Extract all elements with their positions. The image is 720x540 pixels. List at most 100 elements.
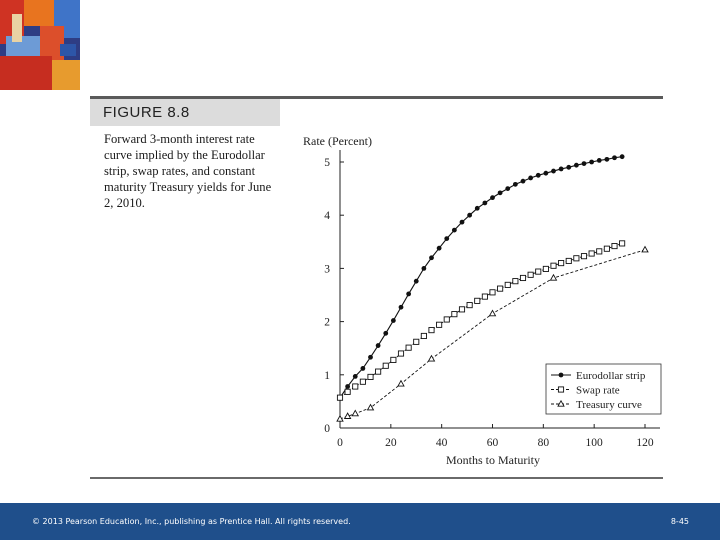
series-eurodollar-strip <box>337 154 625 401</box>
data-point <box>390 356 397 363</box>
y-tick-label: 0 <box>324 423 330 435</box>
data-point <box>466 302 473 309</box>
data-point <box>573 162 579 168</box>
data-point <box>367 373 374 380</box>
data-point <box>420 332 427 340</box>
data-point <box>413 338 420 345</box>
legend-label: Treasury curve <box>576 399 642 411</box>
data-point <box>474 205 480 211</box>
y-tick-label: 4 <box>324 210 330 222</box>
data-point <box>619 240 626 247</box>
data-point <box>588 250 595 257</box>
data-point <box>429 255 434 261</box>
decorative-corner-image <box>0 0 80 90</box>
legend-marker <box>557 386 565 393</box>
data-point <box>382 362 389 369</box>
x-tick-label: 60 <box>487 437 499 449</box>
x-tick-label: 80 <box>538 437 550 449</box>
data-point <box>619 154 625 160</box>
x-axis-ticks: 0 20 40 60 80 100 120 <box>337 424 654 449</box>
data-point <box>612 155 617 161</box>
data-point <box>405 344 412 351</box>
y-axis-ticks: 0 1 2 3 4 5 <box>324 157 344 435</box>
data-point <box>482 200 488 206</box>
series-swap-rate <box>336 240 626 401</box>
data-point <box>481 293 488 300</box>
data-point <box>368 354 373 360</box>
data-point <box>589 159 595 165</box>
data-point <box>566 164 572 170</box>
data-point <box>558 260 565 267</box>
data-point <box>596 158 602 163</box>
data-point <box>542 265 549 272</box>
data-point <box>535 268 542 275</box>
data-point <box>603 245 610 252</box>
data-point <box>427 354 436 362</box>
figure-caption: Forward 3-month interest rate curve impl… <box>104 132 272 210</box>
legend-label: Swap rate <box>576 385 620 397</box>
data-point <box>352 373 358 379</box>
data-point <box>352 383 359 390</box>
data-point <box>474 297 481 304</box>
data-point <box>421 266 427 271</box>
data-point <box>360 366 366 371</box>
data-point <box>458 306 466 313</box>
legend-label: Eurodollar strip <box>576 370 646 382</box>
data-point <box>528 175 534 181</box>
data-point <box>459 219 465 225</box>
data-point <box>351 409 360 417</box>
data-point <box>520 178 526 184</box>
data-point <box>596 248 603 255</box>
x-tick-label: 20 <box>385 437 397 449</box>
figure-label: FIGURE 8.8 <box>103 104 190 121</box>
data-point <box>573 255 580 262</box>
data-point <box>375 343 381 348</box>
data-point <box>406 291 412 297</box>
data-point <box>375 368 382 375</box>
data-point <box>497 190 503 196</box>
y-tick-label: 1 <box>324 370 330 382</box>
data-point <box>397 350 405 357</box>
data-point <box>558 166 564 172</box>
data-point <box>497 285 504 292</box>
data-point <box>488 309 497 317</box>
data-point <box>467 212 473 218</box>
data-point <box>580 253 588 260</box>
data-point <box>490 195 495 201</box>
legend-items: Eurodollar strip Swap rate Treasury curve <box>551 370 646 411</box>
data-point <box>398 304 404 310</box>
data-point <box>489 289 496 296</box>
data-point <box>565 257 572 265</box>
data-point <box>451 311 458 318</box>
data-point <box>527 271 534 278</box>
data-point <box>512 278 519 285</box>
data-point <box>519 274 527 282</box>
data-point <box>641 245 649 253</box>
legend: Eurodollar strip Swap rate Treasury curve <box>545 363 662 415</box>
data-point <box>504 281 511 288</box>
legend-box <box>545 363 662 415</box>
data-point <box>343 412 352 419</box>
data-point <box>611 243 618 250</box>
x-tick-label: 0 <box>337 437 343 449</box>
copyright-text: © 2013 Pearson Education, Inc., publishi… <box>32 517 351 526</box>
data-point <box>383 330 389 336</box>
data-point <box>359 378 366 385</box>
bottom-divider <box>90 477 663 479</box>
slide-number: 8-45 <box>670 517 689 526</box>
series-treasury-curve <box>336 245 649 422</box>
data-point <box>550 262 557 269</box>
top-divider <box>90 96 663 99</box>
x-axis-title: Months to Maturity <box>446 453 540 467</box>
y-tick-label: 2 <box>324 317 330 329</box>
data-point <box>543 170 549 176</box>
series-line <box>339 156 623 398</box>
data-point <box>397 379 405 387</box>
data-point <box>390 318 396 323</box>
data-point <box>413 278 419 284</box>
data-point <box>549 273 558 281</box>
y-tick-label: 5 <box>324 157 330 169</box>
data-point <box>535 172 541 178</box>
data-point <box>436 245 442 251</box>
